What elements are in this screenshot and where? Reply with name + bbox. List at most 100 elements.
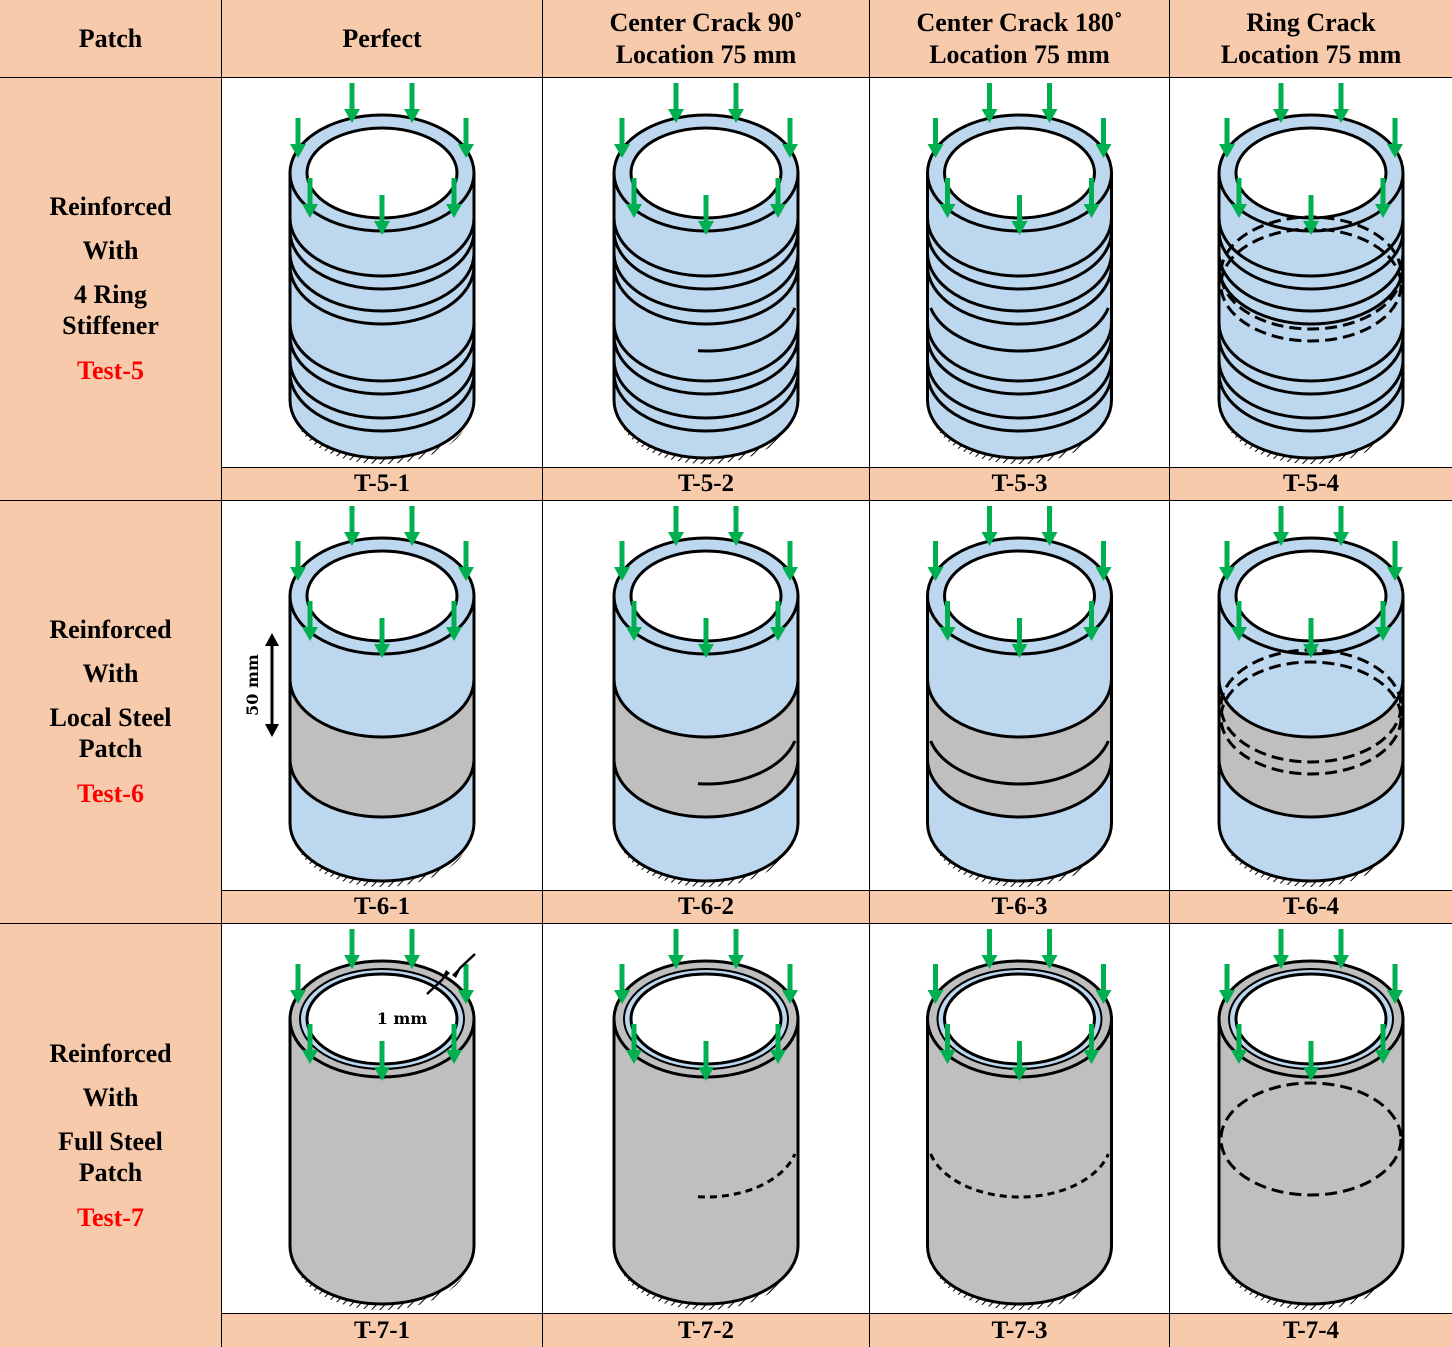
ring-line xyxy=(926,265,1113,326)
load-arrow-head xyxy=(404,109,420,123)
cell-text: 4 Ring xyxy=(74,280,147,309)
cell-text: With xyxy=(82,1082,139,1112)
load-arrow-head xyxy=(1095,990,1112,1004)
load-arrow-head xyxy=(1041,955,1058,969)
cell-text: T-5-1 xyxy=(353,470,411,497)
load-arrow-head xyxy=(1231,1050,1247,1064)
cylinder-body xyxy=(1217,1017,1405,1306)
ring-line xyxy=(926,359,1113,420)
row-label: Reinforced With Local Steel Patch Test-6 xyxy=(0,501,221,923)
load-arrow-head xyxy=(782,990,798,1004)
case-label: T-6-3 xyxy=(870,891,1169,923)
case-label: T-7-4 xyxy=(1170,1314,1452,1347)
steel-patch xyxy=(926,678,1113,819)
diagram-cell xyxy=(543,924,869,1313)
cell-text: Patch xyxy=(78,23,143,53)
cell-text: T-7-1 xyxy=(353,1316,411,1344)
cell-text: Test-6 xyxy=(77,779,144,808)
cell-text: Reinforced xyxy=(49,192,172,221)
load-arrow-head xyxy=(302,1050,318,1064)
case-label: T-5-4 xyxy=(1170,468,1452,500)
cell-text: T-6-4 xyxy=(1282,893,1340,920)
diagram-cell: 50 mm xyxy=(222,501,542,890)
ring-line xyxy=(612,335,800,396)
ring-line xyxy=(926,372,1113,433)
ring-line xyxy=(926,335,1113,396)
ring-line xyxy=(288,335,476,396)
steel-patch xyxy=(1217,678,1405,819)
cell-text: With xyxy=(82,236,139,265)
cell-text: T-7-2 xyxy=(677,1316,735,1344)
crack xyxy=(697,307,797,353)
cell-text: Center Crack 90˚ xyxy=(609,7,803,37)
cell-text: Location 75 mm xyxy=(929,39,1110,69)
load-arrow-head xyxy=(1011,644,1028,658)
header-cell: Center Crack 90˚ Location 75 mm xyxy=(543,0,869,77)
load-arrow-head xyxy=(1219,567,1235,581)
load-arrow-head xyxy=(404,532,420,546)
row-label: Reinforced With Full Steel Patch Test-7 xyxy=(0,924,221,1347)
load-arrow-head xyxy=(981,955,998,969)
load-arrow-head xyxy=(770,204,786,218)
cylinder-diagram xyxy=(1217,83,1405,464)
diagram-cell xyxy=(543,78,869,467)
case-label: T-6-2 xyxy=(543,891,869,923)
ring-line xyxy=(612,265,800,326)
steel-patch xyxy=(288,678,476,819)
diagram-cell: 1 mm xyxy=(222,924,542,1313)
load-arrow-head xyxy=(1303,644,1319,658)
load-arrow-head xyxy=(1303,1067,1319,1081)
crack xyxy=(697,740,797,786)
load-arrow-head xyxy=(728,532,744,546)
load-arrow-head xyxy=(770,1050,786,1064)
cell-text: T-7-4 xyxy=(1282,1316,1340,1344)
load-arrow-head xyxy=(626,1050,642,1064)
load-arrow-head xyxy=(626,627,642,641)
header-cell: Patch xyxy=(0,0,221,77)
ring-line xyxy=(926,252,1113,313)
load-arrow-head xyxy=(1273,955,1289,969)
cell-text: Center Crack 180˚ xyxy=(916,7,1123,37)
diagram-cell xyxy=(870,924,1169,1313)
cell-text: T-6-3 xyxy=(991,893,1048,920)
cell-text: Test-5 xyxy=(77,356,144,385)
load-arrow-head xyxy=(927,144,944,158)
load-arrow-head xyxy=(344,109,360,123)
ring-line xyxy=(612,252,800,313)
load-arrow-head xyxy=(927,567,944,581)
cell-text: T-6-2 xyxy=(677,893,735,920)
load-arrow-head xyxy=(1375,1050,1391,1064)
annotation: 50 mm xyxy=(243,654,262,716)
cell-text: Ring Crack xyxy=(1246,7,1376,37)
load-arrow-head xyxy=(1083,1050,1100,1064)
header-cell: Ring Crack Location 75 mm xyxy=(1170,0,1452,77)
load-arrow-head xyxy=(614,990,630,1004)
load-arrow-head xyxy=(1219,144,1235,158)
case-label: T-6-1 xyxy=(222,891,542,923)
cell-text: Local Steel xyxy=(49,703,172,732)
ring-line xyxy=(926,322,1113,383)
cylinder-diagram: 50 mm xyxy=(243,506,476,887)
load-arrow-head xyxy=(939,204,956,218)
load-arrow-head xyxy=(446,627,462,641)
load-arrow-head xyxy=(344,532,360,546)
cell-text: T-5-3 xyxy=(991,470,1048,497)
cylinder-diagram xyxy=(1217,506,1405,887)
case-label: T-6-4 xyxy=(1170,891,1452,923)
load-arrow-head xyxy=(698,221,714,235)
diagram-cell xyxy=(222,78,542,467)
cell-text: Full Steel xyxy=(58,1126,163,1156)
load-arrow-head xyxy=(668,532,684,546)
load-arrow-head xyxy=(302,627,318,641)
cylinder-body xyxy=(926,1017,1113,1306)
crack xyxy=(929,740,1110,786)
load-arrow-head xyxy=(1095,144,1112,158)
load-arrow-head xyxy=(1011,221,1028,235)
load-arrow-head xyxy=(927,990,944,1004)
ring-line xyxy=(1217,252,1405,313)
ring-line xyxy=(612,217,800,278)
load-arrow-head xyxy=(668,955,684,969)
diagram-cell xyxy=(543,501,869,890)
case-label: T-5-3 xyxy=(870,468,1169,500)
